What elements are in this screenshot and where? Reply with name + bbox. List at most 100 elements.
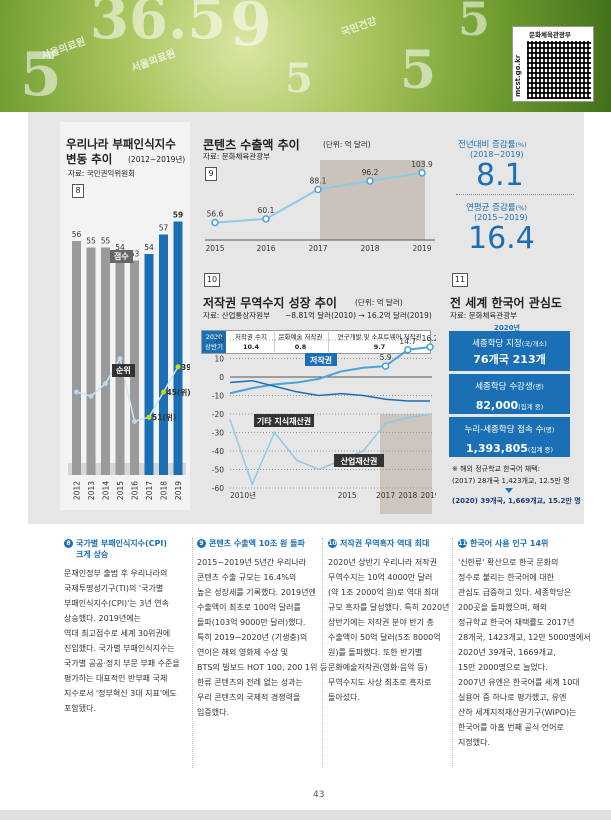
chart10-unit: (단위: 억 달러) (355, 298, 403, 307)
avg-label-text: 연평균 증감률 (466, 203, 516, 213)
page-bottom-strip (0, 810, 611, 820)
chart9-year-label: 2017 (308, 244, 327, 253)
column-11-head1: 한국어 사용 인구 14위 (470, 539, 549, 548)
column-8-heading: 8 국가별 부패인식지수(CPI) 크게 상승 (64, 538, 190, 560)
chart9-year-label: 2015 (205, 244, 224, 253)
chart9-point (262, 215, 270, 223)
chart10-ytick: -20 (212, 410, 224, 419)
chart11-arrow-icon (505, 488, 513, 493)
score-bar (144, 254, 154, 475)
chart10-xtick: 2017 (376, 491, 395, 500)
legend-rank-label: 순위 (116, 366, 131, 375)
body-line: 2015~2019년 5년간 우리나라 (197, 558, 307, 567)
body-line: 실용어 중 하나로 평가했고, 유엔 (458, 693, 567, 702)
item1-label: 세종학당 지정(국/개소) (449, 337, 570, 349)
body-line: 높은 성장세를 기록했다. 2019년엔 (197, 588, 316, 597)
chart11-note1: ※ 해외 정규학교 한국어 채택: (452, 465, 540, 473)
chart10-ytick: -30 (212, 429, 224, 438)
rank-point (74, 389, 79, 395)
avg-label: 연평균 증감률(%) (466, 201, 527, 213)
chart9-value-label: 88.1 (310, 176, 327, 185)
column-9: 9 콘텐츠 수출액 10조 원 돌파 2015~2019년 5년간 우리나라 콘텐츠… (197, 538, 328, 720)
column-10-body: 2020년 상반기 우리나라 저작권 무역수지는 10억 4000만 달러 (약 1… (328, 555, 454, 705)
avg-unit: (%) (515, 204, 527, 212)
chart10-title: 저작권 무역수지 성장 추이 (203, 296, 337, 310)
chart8-period: (2012~2019년) (128, 155, 186, 164)
item1-label-text: 세종학당 지정 (472, 339, 522, 349)
qr-code-box[interactable]: 문화체육관광부 mcst.go.kr (512, 26, 594, 102)
chart9-unit: (단위: 억 달러) (323, 140, 371, 149)
score-label: 59 (173, 211, 183, 220)
item2-value-text: 82,000 (475, 399, 519, 412)
body-line: 우리 콘텐츠의 국제적 경쟁력을 (197, 693, 301, 702)
column-8-num: 8 (64, 539, 73, 548)
body-line: 특히 2019~2020년 (기생충)의 (197, 633, 308, 642)
column-11-heading: 11 한국어 사용 인구 14위 (458, 538, 584, 549)
body-line: 산하 세계지적재산권기구(WIPO)는 (458, 708, 577, 717)
chart10-highlight-area (380, 414, 432, 514)
hero-tag: 국민건강 (339, 15, 379, 39)
ip-label-bg (254, 414, 314, 427)
table-period-year: 2020 (205, 333, 223, 341)
year-label: 2014 (102, 481, 111, 500)
body-line: 2007년 유엔은 한국어를 세계 10대 (458, 678, 580, 687)
score-bar (159, 234, 168, 475)
stats-divider (456, 194, 574, 195)
table-period-half: 상반기 (205, 343, 223, 351)
industrial-label-bg (334, 454, 384, 467)
table-col-2: 문화예술 저작권 0.8 (274, 332, 326, 352)
table-col-1: 저작권 수지 10.4 (230, 332, 272, 352)
chart11-year-tag: 2020년 (492, 323, 522, 333)
column-11-body: '신한류' 확산으로 한국 문화의 정수로 불리는 한국어에 대한 관심도 급증하고… (458, 555, 591, 750)
chart11-title: 전 세계 한국어 관심도 (450, 296, 562, 310)
table-header-2: 문화예술 저작권 (278, 333, 323, 341)
chart10-badge: 10 (204, 273, 220, 287)
body-line: 평가하는 대표적인 반부패 국제 (64, 674, 168, 683)
score-bar (72, 241, 81, 475)
chart10-xtick: 2010년 (230, 490, 256, 500)
body-line: 입증했다. (197, 708, 229, 717)
body-line: BTS의 빌보드 HOT 100, 200 1위 등 (197, 663, 328, 672)
body-line: 부패인식지수(CPI)'는 3년 연속 (64, 599, 169, 608)
chart10-source: 자료: 산업통상자원부 (203, 311, 271, 320)
body-line: 규모 흑자를 달성했다. 특히 2020년 (328, 603, 450, 612)
chart8-legend-score: 점수 (110, 250, 133, 263)
chart10-ytick: 20 (214, 336, 224, 345)
rank-label: 45(위) (167, 387, 191, 397)
column-divider (452, 538, 453, 768)
chart9-point (418, 169, 426, 177)
copyright-label-bg (305, 353, 337, 366)
item2-label-text: 세종학당 수강생 (475, 382, 533, 392)
legend-score-label: 점수 (114, 252, 129, 261)
copyright-point (404, 346, 412, 354)
column-11-num: 11 (458, 539, 467, 548)
avg-period: (2015~2019) (474, 213, 528, 222)
item2-label: 세종학당 수강생(명) (449, 380, 570, 392)
chart9-value-label: 56.6 (207, 210, 224, 219)
body-line: 지수로서 '정부혁신 3대 지표'에도 (64, 689, 177, 698)
chart9-svg: 56.6 2015 60.1 2016 88.1 2017 96.2 2018 103.9 201… (205, 160, 435, 253)
chart10-svg: 20 10 0 -10 -20 -30 -40 -50 -60 5.9 14.7 16.2 2010년 2… (212, 334, 436, 514)
body-line: (약 1조 2000억 원)로 역대 최대 (328, 588, 439, 597)
hero-number: 5 (400, 40, 437, 101)
copyright-value-label: 5.9 (380, 353, 392, 362)
column-9-head1: 콘텐츠 수출액 10조 원 돌파 (209, 539, 305, 548)
chart9-title: 콘텐츠 수출액 추이 (203, 138, 300, 152)
rank-line (76, 356, 179, 423)
table-col-3: 연구개발 및 소프트웨어 저작권 9.7 (328, 332, 430, 352)
growth-value: 8.1 (476, 158, 524, 193)
body-line: 상승했다. 2019년에는 (64, 614, 141, 623)
column-9-heading: 9 콘텐츠 수출액 10조 원 돌파 (197, 538, 323, 549)
copyright-point (381, 362, 390, 370)
score-bar (173, 221, 183, 475)
body-line: 진입했다. 국가별 부패인식지수는 (64, 644, 175, 653)
chart9-highlight-area (320, 160, 425, 240)
table-header-3: 연구개발 및 소프트웨어 저작권 (337, 333, 422, 341)
body-line: 15만 2000명으로 늘었다. (458, 663, 548, 672)
growth-period: (2018~2019) (470, 150, 524, 159)
chart10-xtick: 2019 (420, 491, 436, 500)
body-line: 2020년 상반기 우리나라 저작권 (328, 558, 437, 567)
table-value-1: 10.4 (242, 343, 260, 351)
chart8-badge: 8 (72, 184, 84, 198)
industrial-label: 산업재산권 (341, 456, 378, 466)
